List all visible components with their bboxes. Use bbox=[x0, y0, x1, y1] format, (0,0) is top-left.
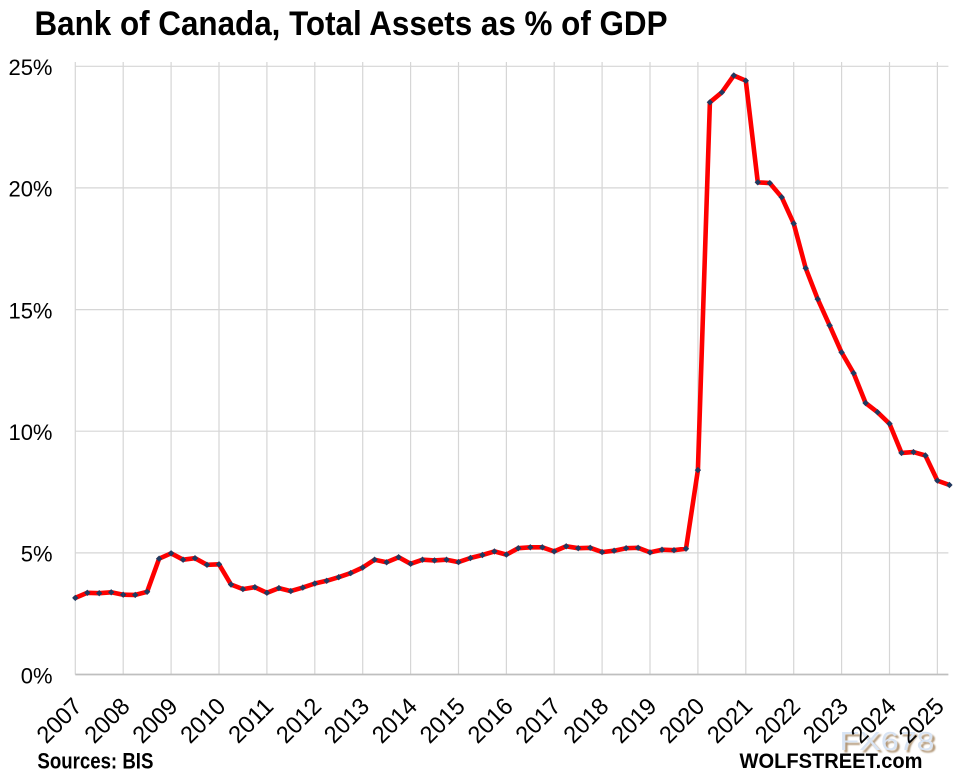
svg-text:20%: 20% bbox=[8, 177, 52, 202]
svg-text:15%: 15% bbox=[8, 298, 52, 323]
svg-text:2015: 2015 bbox=[415, 693, 471, 749]
svg-text:2021: 2021 bbox=[702, 693, 758, 749]
svg-text:2018: 2018 bbox=[558, 693, 614, 749]
svg-text:2012: 2012 bbox=[271, 693, 327, 749]
svg-text:2010: 2010 bbox=[175, 693, 231, 749]
svg-text:2007: 2007 bbox=[32, 693, 88, 749]
svg-text:2013: 2013 bbox=[319, 693, 375, 749]
svg-text:2014: 2014 bbox=[367, 693, 423, 749]
svg-text:2016: 2016 bbox=[463, 693, 519, 749]
svg-text:Bank of Canada, Total Assets a: Bank of Canada, Total Assets as % of GDP bbox=[35, 5, 668, 43]
svg-text:2011: 2011 bbox=[223, 693, 279, 749]
svg-text:2008: 2008 bbox=[80, 693, 136, 749]
svg-text:10%: 10% bbox=[8, 420, 52, 445]
svg-text:2009: 2009 bbox=[127, 693, 183, 749]
svg-text:2022: 2022 bbox=[750, 693, 806, 749]
svg-text:0%: 0% bbox=[21, 663, 53, 688]
svg-text:25%: 25% bbox=[8, 55, 52, 80]
svg-text:2020: 2020 bbox=[654, 693, 710, 749]
svg-text:FX678: FX678 bbox=[840, 726, 935, 756]
svg-text:Sources: BIS: Sources: BIS bbox=[37, 749, 153, 774]
svg-text:2017: 2017 bbox=[511, 693, 567, 749]
svg-text:WOLFSTREET.com: WOLFSTREET.com bbox=[740, 749, 923, 773]
svg-text:2019: 2019 bbox=[606, 693, 662, 749]
svg-text:5%: 5% bbox=[21, 542, 53, 567]
